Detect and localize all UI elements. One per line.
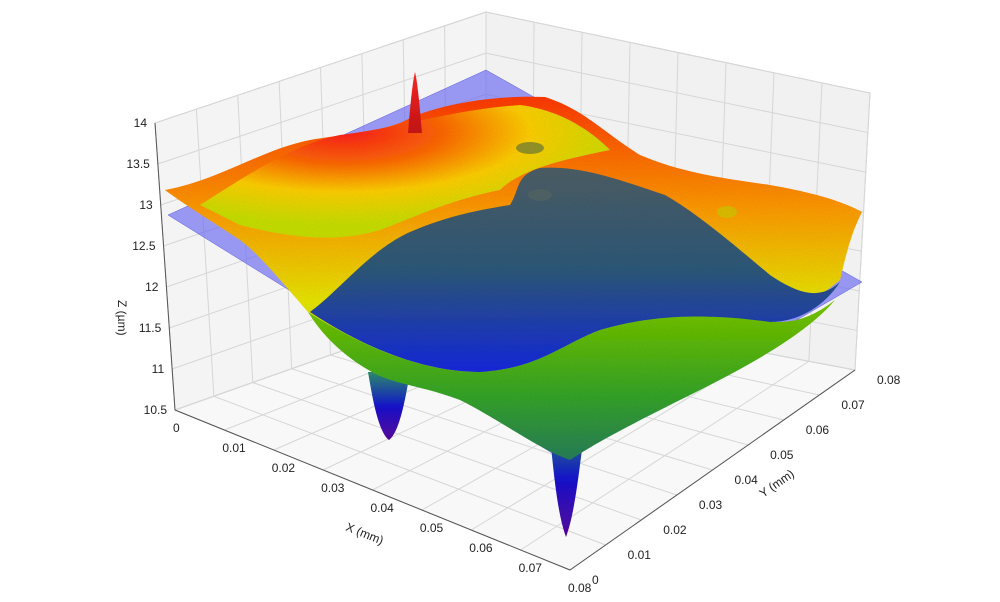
y-tick-label: 0.08 bbox=[877, 373, 901, 387]
z-tick-label: 12.5 bbox=[132, 239, 156, 253]
y-tick-label: 0.01 bbox=[628, 548, 652, 562]
y-axis-label: Y (mm) bbox=[757, 467, 797, 501]
surface bbox=[165, 72, 862, 537]
grid-line bbox=[291, 368, 678, 496]
z-axis-label: Z (µm) bbox=[115, 300, 129, 336]
y-tick-label: 0.04 bbox=[735, 473, 759, 487]
x-tick-label: 0.05 bbox=[420, 521, 444, 535]
x-tick-label: 0.07 bbox=[519, 561, 543, 575]
x-tick-label: 0.08 bbox=[568, 581, 592, 595]
surface-bump bbox=[717, 206, 737, 218]
z-tick-label: 13 bbox=[139, 198, 153, 212]
x-tick-label: 0.03 bbox=[321, 481, 345, 495]
z-tick-label: 11.5 bbox=[139, 321, 162, 335]
y-tick-label: 0 bbox=[592, 573, 599, 587]
grid-line bbox=[252, 382, 642, 521]
x-tick-label: 0.04 bbox=[371, 501, 395, 515]
x-tick-label: 0.01 bbox=[222, 441, 246, 455]
x-axis-ticks: 0 0.01 0.02 0.03 0.04 0.05 0.06 0.07 0.08 bbox=[173, 421, 592, 595]
surface-dip bbox=[516, 142, 544, 154]
x-tick-label: 0.02 bbox=[272, 461, 296, 475]
z-tick-label: 11 bbox=[152, 362, 165, 376]
y-tick-label: 0.05 bbox=[770, 448, 794, 462]
z-tick-label: 14 bbox=[134, 116, 148, 130]
grid-line bbox=[213, 395, 606, 546]
y-tick-label: 0.03 bbox=[699, 498, 723, 512]
x-axis-label: X (mm) bbox=[344, 520, 386, 548]
x-tick-label: 0 bbox=[173, 421, 180, 435]
surface-front-band bbox=[308, 300, 835, 460]
z-tick-label: 13.5 bbox=[126, 157, 150, 171]
y-axis-ticks: 0 0.01 0.02 0.03 0.04 0.05 0.06 0.07 0.08 bbox=[592, 373, 901, 587]
y-tick-label: 0.06 bbox=[806, 423, 830, 437]
grid-line bbox=[854, 92, 871, 371]
x-tick-label: 0.06 bbox=[469, 541, 493, 555]
grid-line bbox=[195, 109, 215, 397]
z-tick-label: 10.5 bbox=[144, 403, 168, 417]
surface-hotspot bbox=[200, 105, 610, 238]
surface-bump bbox=[528, 189, 552, 201]
axis-lines bbox=[154, 122, 856, 571]
y-tick-label: 0.02 bbox=[663, 523, 687, 537]
y-tick-label: 0.07 bbox=[841, 398, 865, 412]
peak-spike bbox=[408, 72, 422, 133]
pit-left bbox=[368, 372, 410, 440]
z-axis-ticks: 10.5 11 11.5 12 12.5 13 13.5 14 bbox=[126, 116, 167, 417]
z-tick-label: 12 bbox=[145, 280, 159, 294]
surface-valley bbox=[310, 167, 840, 372]
